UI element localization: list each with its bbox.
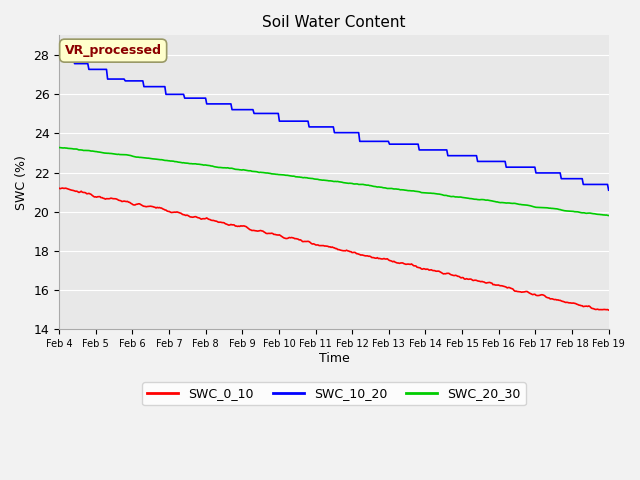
SWC_0_10 (605, 307, 612, 313)
Title: Soil Water Content: Soil Water Content (262, 15, 406, 30)
SWC_0_10 (383, 256, 391, 262)
SWC_20_30 (353, 181, 360, 187)
SWC_0_10 (317, 243, 325, 249)
SWC_10_20 (591, 181, 599, 187)
SWC_20_30 (319, 177, 327, 183)
Line: SWC_0_10: SWC_0_10 (59, 188, 609, 310)
Y-axis label: SWC (%): SWC (%) (15, 155, 28, 210)
SWC_0_10 (593, 307, 600, 312)
SWC_20_30 (506, 200, 513, 206)
SWC_20_30 (316, 177, 324, 183)
SWC_10_20 (353, 130, 360, 135)
SWC_0_10 (321, 243, 328, 249)
SWC_0_10 (55, 185, 63, 191)
SWC_10_20 (316, 124, 324, 130)
SWC_10_20 (55, 55, 63, 61)
SWC_0_10 (354, 251, 362, 257)
SWC_20_30 (605, 213, 612, 218)
SWC_0_10 (507, 285, 515, 291)
SWC_10_20 (605, 187, 612, 193)
Legend: SWC_0_10, SWC_10_20, SWC_20_30: SWC_0_10, SWC_10_20, SWC_20_30 (142, 383, 525, 406)
Line: SWC_20_30: SWC_20_30 (59, 147, 609, 216)
SWC_20_30 (591, 211, 599, 217)
SWC_20_30 (55, 144, 63, 150)
SWC_20_30 (382, 185, 390, 191)
X-axis label: Time: Time (319, 352, 349, 365)
SWC_0_10 (59, 185, 67, 191)
SWC_10_20 (319, 124, 327, 130)
SWC_10_20 (506, 164, 513, 170)
SWC_10_20 (382, 138, 390, 144)
Line: SWC_10_20: SWC_10_20 (59, 58, 609, 190)
Text: VR_processed: VR_processed (65, 44, 162, 57)
